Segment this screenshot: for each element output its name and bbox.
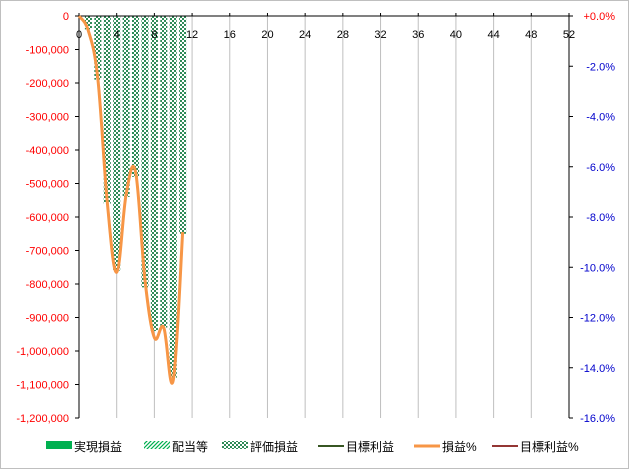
legend: 実現損益 配当等 評価損益 目標利益 損益% 目標利益% (46, 439, 579, 454)
bar (179, 16, 187, 234)
legend-item: 配当等 (144, 440, 208, 454)
x-tick-label: 24 (299, 29, 311, 41)
y-left-tick-label: -500,000 (26, 179, 69, 191)
y-right-tick-label: -14.0% (580, 363, 615, 375)
legend-item: 実現損益 (46, 439, 122, 454)
x-tick-label: 16 (224, 29, 236, 41)
bar (94, 16, 102, 80)
legend-label: 損益% (442, 439, 477, 454)
bar (169, 16, 177, 378)
bar (160, 16, 168, 328)
y-right-tick-label: -4.0% (586, 112, 615, 124)
bar (103, 16, 111, 204)
legend-item: 目標利益 (318, 440, 394, 454)
y-left-tick-label: 0 (63, 11, 69, 23)
tick-labels: 0 -100,000 -200,000 -300,000 -400,000 -500,00… (16, 11, 615, 425)
bar (150, 16, 158, 331)
x-tick-label: 8 (151, 29, 157, 41)
bar (122, 16, 130, 197)
y-right-tick-label: -10.0% (580, 262, 615, 274)
x-tick-label: 36 (412, 29, 424, 41)
bar (113, 16, 121, 271)
y-left-tick-label: -300,000 (26, 112, 69, 124)
x-tick-label: 4 (114, 29, 120, 41)
legend-swatch (46, 441, 72, 449)
x-tick-label: 20 (261, 29, 273, 41)
y-left-tick-label: -1,100,000 (16, 380, 69, 392)
x-tick-label: 44 (487, 29, 499, 41)
x-tick-label: 12 (186, 29, 198, 41)
x-tick-label: 28 (337, 29, 349, 41)
bar (84, 16, 92, 30)
lines (77, 15, 185, 385)
legend-item: 目標利益% (492, 440, 579, 454)
y-left-tick-label: -1,200,000 (16, 413, 69, 425)
y-right-tick-label: -2.0% (586, 61, 615, 73)
x-tick-label: 48 (525, 29, 537, 41)
axes (75, 13, 573, 419)
y-right-tick-label: -12.0% (580, 313, 615, 325)
y-left-tick-label: -600,000 (26, 212, 69, 224)
bar (141, 16, 149, 288)
y-right-tick-label: -16.0% (580, 413, 615, 425)
bars (84, 16, 187, 378)
legend-item: 評価損益 (222, 439, 298, 454)
x-tick-label: 40 (450, 29, 462, 41)
y-left-tick-label: -400,000 (26, 145, 69, 157)
x-tick-label: 32 (374, 29, 386, 41)
y-left-tick-label: -700,000 (26, 246, 69, 258)
bar (132, 16, 140, 177)
y-left-tick-label: -900,000 (26, 313, 69, 325)
y-left-tick-label: -800,000 (26, 279, 69, 291)
y-left-tick-label: -200,000 (26, 78, 69, 90)
legend-label: 実現損益 (74, 439, 122, 454)
legend-swatch (222, 441, 248, 449)
legend-label: 配当等 (172, 440, 208, 454)
y-left-tick-label: -1,000,000 (16, 346, 69, 358)
y-right-tick-label: +0.0% (584, 11, 616, 23)
legend-item: 損益% (414, 439, 477, 454)
y-right-tick-label: -8.0% (586, 212, 615, 224)
y-right-tick-label: -6.0% (586, 162, 615, 174)
x-tick-label: 52 (563, 29, 575, 41)
legend-label: 評価損益 (250, 439, 298, 454)
legend-label: 目標利益% (520, 440, 579, 454)
y-left-tick-label: -100,000 (26, 45, 69, 57)
legend-swatch (144, 441, 170, 449)
legend-label: 目標利益 (346, 440, 394, 454)
x-tick-label: 0 (76, 29, 82, 41)
series-line (77, 15, 185, 385)
